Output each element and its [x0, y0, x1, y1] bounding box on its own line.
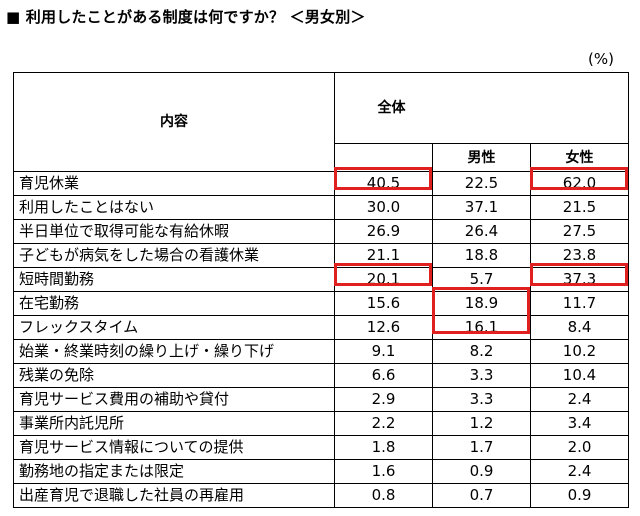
row-label: 子どもが病気をした場合の看護休業	[13, 243, 335, 268]
header-total: 全体	[334, 72, 629, 144]
male-value: 16.1	[432, 315, 531, 340]
row-label: 在宅勤務	[13, 291, 335, 316]
total-value: 21.1	[334, 243, 433, 268]
male-value: 1.7	[432, 435, 531, 460]
female-value: 8.4	[530, 315, 629, 340]
female-value: 37.3	[530, 267, 629, 292]
unit-label: (%)	[588, 50, 614, 68]
female-value: 3.4	[530, 411, 629, 436]
table-row: 残業の免除 6.6 3.3 10.4	[13, 363, 629, 388]
male-value: 22.5	[432, 171, 531, 196]
page-title: ■ 利用したことがある制度は何ですか？ ＜男女別＞	[6, 8, 366, 26]
male-value: 8.2	[432, 339, 531, 364]
header-male: 男性	[432, 143, 531, 172]
table-row: 出産育児で退職した社員の再雇用 0.8 0.7 0.9	[13, 483, 629, 508]
male-value: 18.8	[432, 243, 531, 268]
male-value: 26.4	[432, 219, 531, 244]
total-value: 26.9	[334, 219, 433, 244]
total-value: 1.6	[334, 459, 433, 484]
header-row-top: 内容 全体	[13, 72, 629, 172]
row-label: 利用したことはない	[13, 195, 335, 220]
total-value: 2.9	[334, 387, 433, 412]
total-value: 30.0	[334, 195, 433, 220]
total-value: 12.6	[334, 315, 433, 340]
male-value: 0.9	[432, 459, 531, 484]
row-label: 出産育児で退職した社員の再雇用	[13, 483, 335, 508]
total-value: 1.8	[334, 435, 433, 460]
table-row: 短時間勤務 20.1 5.7 37.3	[13, 267, 629, 292]
row-label: 勤務地の指定または限定	[13, 459, 335, 484]
table-row: 育児休業 40.5 22.5 62.0	[13, 171, 629, 196]
total-value: 0.8	[334, 483, 433, 508]
table-row: 子どもが病気をした場合の看護休業 21.1 18.8 23.8	[13, 243, 629, 268]
female-value: 10.2	[530, 339, 629, 364]
female-value: 0.9	[530, 483, 629, 508]
table-row: 育児サービス費用の補助や貸付 2.9 3.3 2.4	[13, 387, 629, 412]
row-label: フレックスタイム	[13, 315, 335, 340]
female-value: 62.0	[530, 171, 629, 196]
male-value: 3.3	[432, 363, 531, 388]
header-row-bottom: 男性 女性	[14, 143, 629, 172]
total-value: 9.1	[334, 339, 433, 364]
header-total-spacer	[334, 143, 433, 172]
male-value: 1.2	[432, 411, 531, 436]
row-label: 育児休業	[13, 171, 335, 196]
total-value: 20.1	[334, 267, 433, 292]
row-label: 事業所内託児所	[13, 411, 335, 436]
table-row: 勤務地の指定または限定 1.6 0.9 2.4	[13, 459, 629, 484]
male-value: 3.3	[432, 387, 531, 412]
row-label: 始業・終業時刻の繰り上げ・繰り下げ	[13, 339, 335, 364]
female-value: 21.5	[530, 195, 629, 220]
total-value: 2.2	[334, 411, 433, 436]
header-female: 女性	[530, 143, 629, 172]
row-label: 短時間勤務	[13, 267, 335, 292]
female-value: 23.8	[530, 243, 629, 268]
total-value: 40.5	[334, 171, 433, 196]
male-value: 18.9	[432, 291, 531, 316]
female-value: 2.4	[530, 459, 629, 484]
row-label: 育児サービス情報についての提供	[13, 435, 335, 460]
total-value: 6.6	[334, 363, 433, 388]
table-row: 育児サービス情報についての提供 1.8 1.7 2.0	[13, 435, 629, 460]
total-value: 15.6	[334, 291, 433, 316]
row-label: 残業の免除	[13, 363, 335, 388]
male-value: 0.7	[432, 483, 531, 508]
table-row: 在宅勤務 15.6 18.9 11.7	[13, 291, 629, 316]
female-value: 2.4	[530, 387, 629, 412]
table-row: フレックスタイム 12.6 16.1 8.4	[13, 315, 629, 340]
table-row: 事業所内託児所 2.2 1.2 3.4	[13, 411, 629, 436]
female-value: 11.7	[530, 291, 629, 316]
row-label: 育児サービス費用の補助や貸付	[13, 387, 335, 412]
female-value: 27.5	[530, 219, 629, 244]
survey-table: 内容 全体 男性 女性 育児休業 40.5 22.5 62.0 利用したことはない 30.…	[13, 72, 629, 508]
table-row: 利用したことはない 30.0 37.1 21.5	[13, 195, 629, 220]
female-value: 10.4	[530, 363, 629, 388]
table-row: 始業・終業時刻の繰り上げ・繰り下げ 9.1 8.2 10.2	[13, 339, 629, 364]
table-row: 半日単位で取得可能な有給休暇 26.9 26.4 27.5	[13, 219, 629, 244]
header-content: 内容	[13, 72, 335, 172]
male-value: 37.1	[432, 195, 531, 220]
male-value: 5.7	[432, 267, 531, 292]
row-label: 半日単位で取得可能な有給休暇	[13, 219, 335, 244]
female-value: 2.0	[530, 435, 629, 460]
